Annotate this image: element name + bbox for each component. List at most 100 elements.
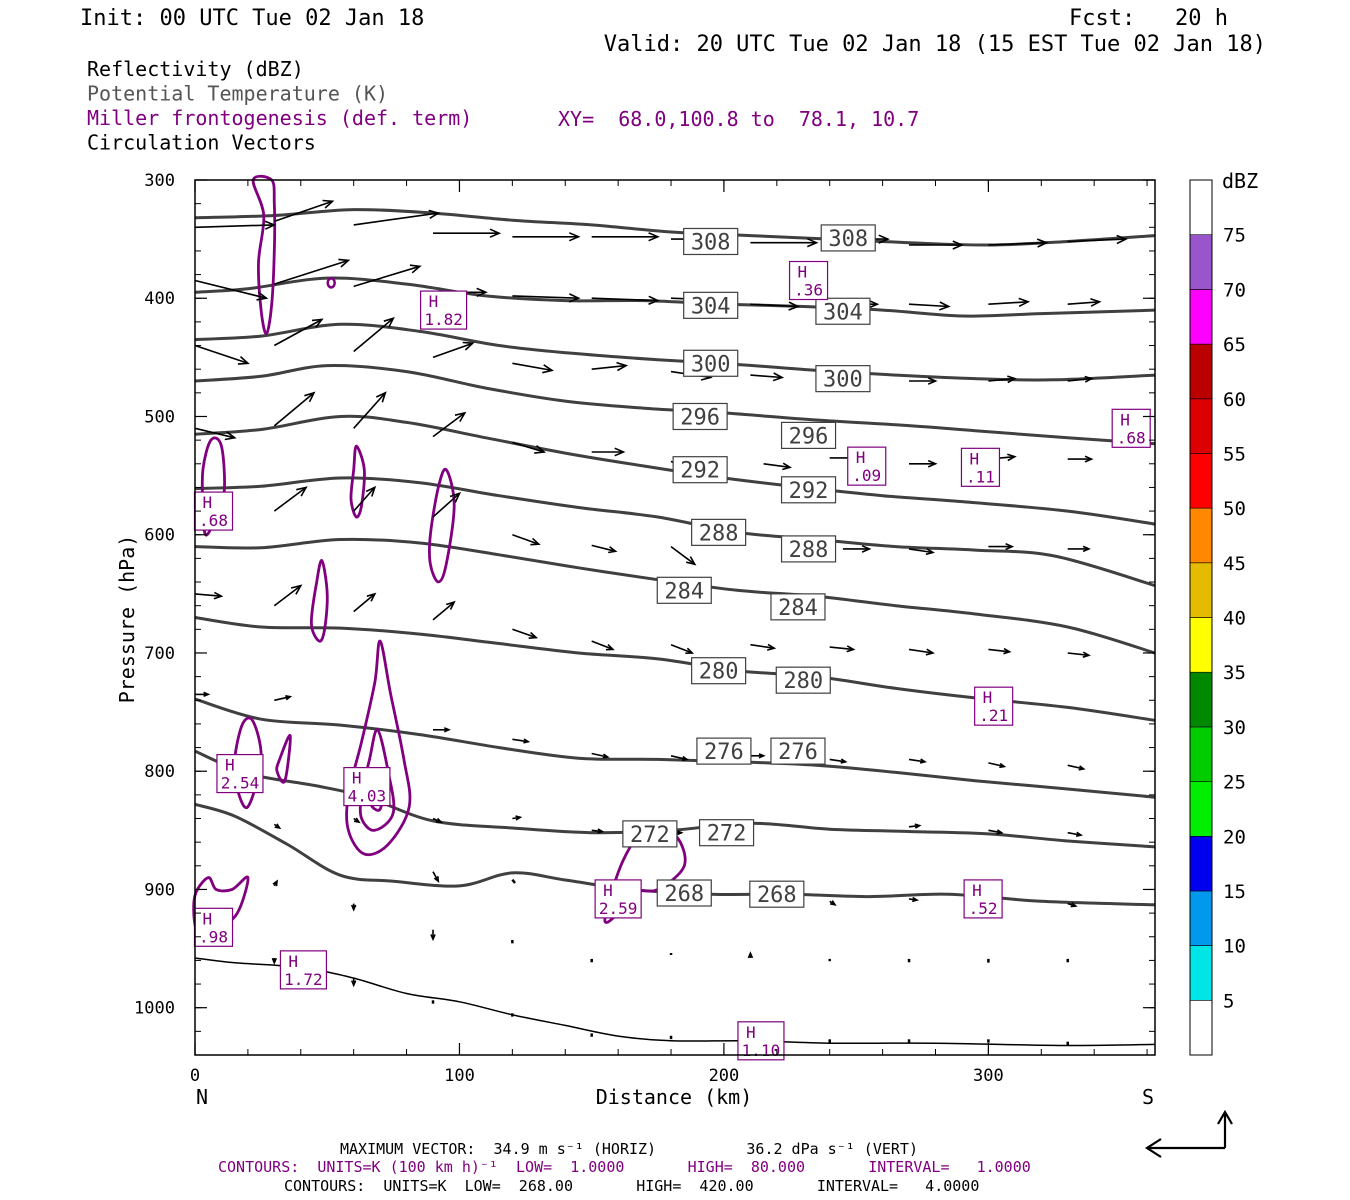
theta-label: 284 [656, 576, 712, 604]
vector-shaft [908, 648, 934, 654]
maximum-h-marker: H [225, 756, 235, 775]
vector-head [272, 879, 278, 887]
circulation-vector [1067, 234, 1128, 245]
theta-label-box [770, 593, 826, 621]
vector-shaft [591, 297, 658, 302]
circulation-vector [909, 240, 964, 250]
circulation-vector [273, 486, 308, 512]
vector-head [237, 356, 250, 365]
theta-label: 288 [691, 518, 747, 546]
vector-shaft [591, 364, 627, 370]
colorbar-swatch [1189, 234, 1213, 290]
vector-shaft [670, 755, 688, 761]
vector-head [676, 829, 684, 836]
colorbar-level-label: 55 [1223, 443, 1246, 465]
circulation-vector [432, 871, 440, 883]
maximum-h-marker: H [352, 769, 362, 788]
circulation-vector [908, 548, 935, 556]
vector-head [375, 391, 387, 403]
theta-label-box [820, 224, 876, 252]
circulation-vector [988, 647, 1012, 655]
theta-label: 276 [696, 737, 752, 765]
vector-shaft [273, 318, 323, 347]
circulation-vector [353, 316, 395, 353]
theta-contour-300 [194, 322, 1156, 382]
maximum-box [974, 686, 1014, 726]
colorbar-level-label: 70 [1223, 279, 1246, 301]
vector-head [445, 600, 456, 610]
theta-label-text: 300 [823, 368, 863, 393]
vector-head [648, 295, 660, 305]
x-end-label-south: S [1142, 1085, 1154, 1109]
circulation-vector [1067, 545, 1091, 553]
circulation-vector [909, 459, 938, 468]
theta-label: 296 [780, 421, 837, 449]
frontogenesis-maximum: H.98 [193, 907, 234, 947]
theta-label-box [815, 297, 871, 325]
theta-label-box [780, 535, 837, 563]
vector-shaft [353, 392, 386, 429]
theta-label: 268 [749, 880, 805, 908]
vector-head [1070, 902, 1078, 908]
maximum-value: 4.03 [348, 787, 387, 806]
circulation-vector [591, 828, 605, 834]
vector-shaft [353, 265, 421, 288]
vector-shaft [432, 342, 473, 359]
y-tick-label: 900 [144, 880, 175, 900]
circulation-vector [350, 978, 357, 988]
vector-shaft [353, 212, 439, 226]
theta-label: 308 [820, 224, 876, 252]
vector-head [608, 546, 618, 554]
circulation-vector [512, 815, 523, 821]
vector-head [605, 644, 615, 651]
vector-head [919, 758, 927, 764]
circulation-vector [591, 544, 618, 554]
theta-label-box [656, 576, 712, 604]
vector-shaft [988, 377, 1015, 382]
vector-shaft [591, 544, 616, 553]
maximum-box [419, 290, 468, 330]
colorbar-level-label: 60 [1223, 389, 1246, 411]
theta-label: 300 [815, 365, 871, 393]
frontogenesis-contour-5 [345, 639, 412, 857]
theta-label-text: 268 [757, 883, 797, 908]
circulation-vector [194, 279, 269, 301]
maximum-box [963, 879, 1003, 919]
circulation-vector [750, 753, 766, 759]
theta-label-text: 280 [699, 660, 739, 685]
vector-head [939, 301, 951, 311]
x-tick-label: 200 [709, 1066, 740, 1086]
theta-label: 280 [775, 666, 831, 694]
circulation-vector [670, 755, 689, 762]
colorbar-level-label: 35 [1223, 662, 1246, 684]
circulation-vector [512, 628, 539, 639]
vector-shaft [988, 648, 1010, 653]
x-tick-label: 300 [973, 1066, 1004, 1086]
theta-label-text: 272 [707, 822, 747, 847]
theta-label-box [691, 657, 747, 685]
vector-head [616, 361, 629, 372]
circulation-vector [1067, 375, 1094, 383]
maximum-h-marker: H [972, 881, 982, 900]
y-tick-label: 1000 [134, 999, 175, 1019]
theta-label: 272 [698, 819, 755, 847]
vector-head [428, 209, 441, 219]
vector-shaft [988, 301, 1029, 305]
vector-shaft [763, 463, 791, 469]
theta-label-text: 296 [680, 405, 720, 430]
circulation-vector [353, 209, 441, 226]
vector-head [350, 904, 357, 912]
maximum-value: 1.82 [424, 310, 463, 329]
vector-shaft [1067, 652, 1089, 657]
frontogenesis-maximum: H1.82 [419, 290, 468, 330]
theta-label-text: 268 [664, 882, 704, 907]
circulation-vector [194, 344, 250, 365]
vector-shaft [670, 643, 693, 654]
vector-shaft [194, 427, 235, 439]
y-tick-label: 300 [144, 171, 175, 191]
circulation-vector [829, 900, 837, 906]
maximum-box [193, 907, 234, 947]
theta-label: 268 [656, 879, 712, 907]
vector-head [686, 556, 697, 566]
maximum-box [788, 260, 829, 301]
